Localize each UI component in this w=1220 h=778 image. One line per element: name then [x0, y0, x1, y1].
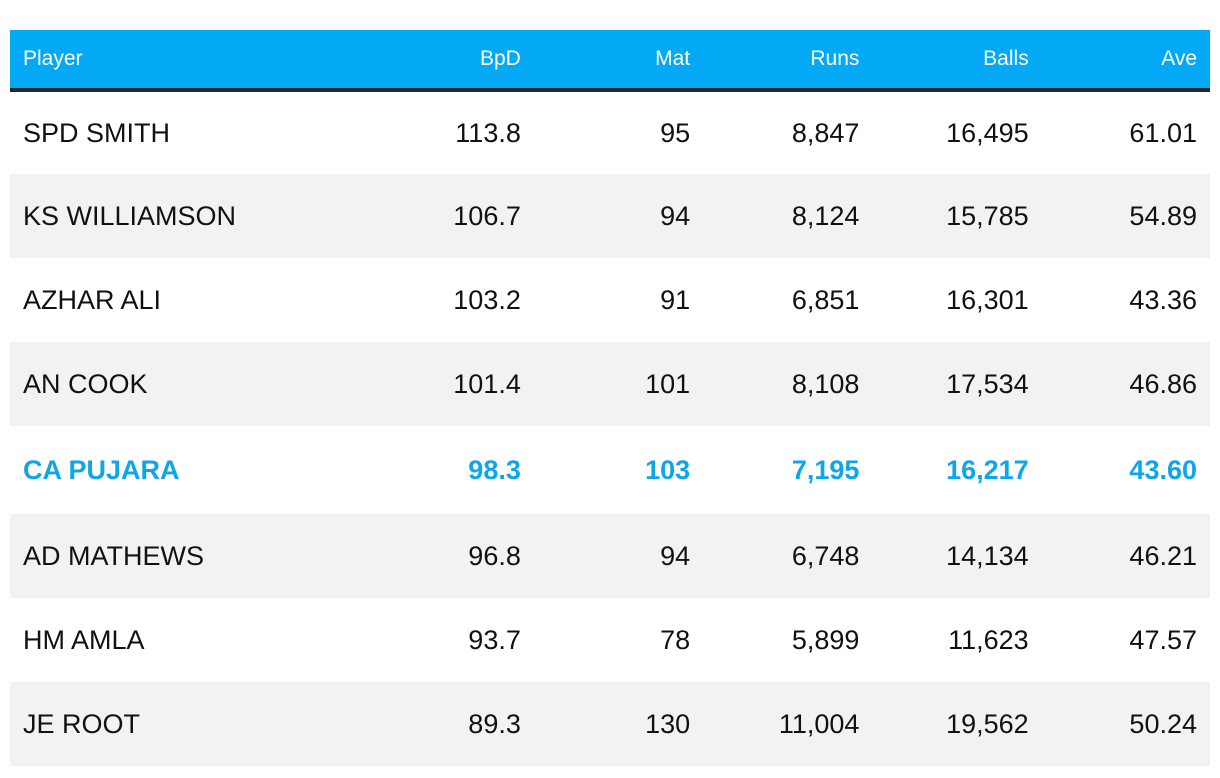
bpd-cell: 89.3 [364, 682, 534, 766]
player-name-cell: SPD SMITH [10, 90, 365, 174]
matches-cell: 78 [533, 598, 704, 682]
runs-cell: 7,195 [703, 426, 873, 514]
matches-cell: 103 [533, 426, 704, 514]
column-header-bpd[interactable]: BpD [364, 30, 534, 92]
average-cell: 46.21 [1041, 514, 1210, 598]
column-header-mat[interactable]: Mat [533, 30, 704, 92]
table-row: AN COOK 101.4 101 8,108 17,534 46.86 [10, 342, 1210, 426]
bpd-cell: 93.7 [364, 598, 534, 682]
player-name-cell: KS WILLIAMSON [10, 174, 365, 258]
bpd-cell: 101.4 [364, 342, 534, 426]
matches-cell: 91 [533, 258, 704, 342]
player-name-cell: JE ROOT [10, 682, 365, 766]
bpd-cell: 98.3 [364, 426, 534, 514]
table-row: SPD SMITH 113.8 95 8,847 16,495 61.01 [10, 90, 1210, 174]
column-header-balls[interactable]: Balls [872, 30, 1042, 92]
average-cell: 47.57 [1041, 598, 1210, 682]
runs-cell: 6,851 [703, 258, 873, 342]
balls-cell: 16,217 [872, 426, 1042, 514]
bpd-cell: 106.7 [364, 174, 534, 258]
table-row: AD MATHEWS 96.8 94 6,748 14,134 46.21 [10, 514, 1210, 598]
highlighted-table-row: CA PUJARA 98.3 103 7,195 16,217 43.60 [10, 426, 1210, 514]
balls-cell: 19,562 [872, 682, 1042, 766]
average-cell: 43.36 [1041, 258, 1210, 342]
column-header-runs[interactable]: Runs [703, 30, 873, 92]
average-cell: 50.24 [1041, 682, 1210, 766]
balls-cell: 16,495 [872, 90, 1042, 174]
matches-cell: 130 [533, 682, 704, 766]
runs-cell: 8,124 [703, 174, 873, 258]
balls-cell: 15,785 [872, 174, 1042, 258]
bpd-cell: 113.8 [364, 90, 534, 174]
column-header-player[interactable]: Player [10, 30, 365, 92]
player-name-cell: AZHAR ALI [10, 258, 365, 342]
average-cell: 46.86 [1041, 342, 1210, 426]
table-row: KS WILLIAMSON 106.7 94 8,124 15,785 54.8… [10, 174, 1210, 258]
balls-cell: 14,134 [872, 514, 1042, 598]
runs-cell: 6,748 [703, 514, 873, 598]
runs-cell: 11,004 [703, 682, 873, 766]
header-row: Player BpD Mat Runs Balls Ave [10, 30, 1210, 92]
bpd-cell: 103.2 [364, 258, 534, 342]
player-name-cell: AN COOK [10, 342, 365, 426]
table-header: Player BpD Mat Runs Balls Ave [10, 30, 1210, 92]
player-name-cell: HM AMLA [10, 598, 365, 682]
runs-cell: 8,108 [703, 342, 873, 426]
average-cell: 43.60 [1041, 426, 1210, 514]
average-cell: 54.89 [1041, 174, 1210, 258]
balls-cell: 17,534 [872, 342, 1042, 426]
balls-cell: 16,301 [872, 258, 1042, 342]
table-row: JE ROOT 89.3 130 11,004 19,562 50.24 [10, 682, 1210, 766]
matches-cell: 94 [533, 514, 704, 598]
runs-cell: 5,899 [703, 598, 873, 682]
matches-cell: 101 [533, 342, 704, 426]
matches-cell: 95 [533, 90, 704, 174]
table-row: AZHAR ALI 103.2 91 6,851 16,301 43.36 [10, 258, 1210, 342]
table-body: SPD SMITH 113.8 95 8,847 16,495 61.01 KS… [10, 90, 1210, 766]
batting-stats-table: Player BpD Mat Runs Balls Ave SPD SMITH … [10, 30, 1210, 766]
player-name-cell: CA PUJARA [10, 426, 365, 514]
column-header-ave[interactable]: Ave [1041, 30, 1210, 92]
average-cell: 61.01 [1041, 90, 1210, 174]
matches-cell: 94 [533, 174, 704, 258]
runs-cell: 8,847 [703, 90, 873, 174]
bpd-cell: 96.8 [364, 514, 534, 598]
balls-cell: 11,623 [872, 598, 1042, 682]
player-name-cell: AD MATHEWS [10, 514, 365, 598]
table-row: HM AMLA 93.7 78 5,899 11,623 47.57 [10, 598, 1210, 682]
